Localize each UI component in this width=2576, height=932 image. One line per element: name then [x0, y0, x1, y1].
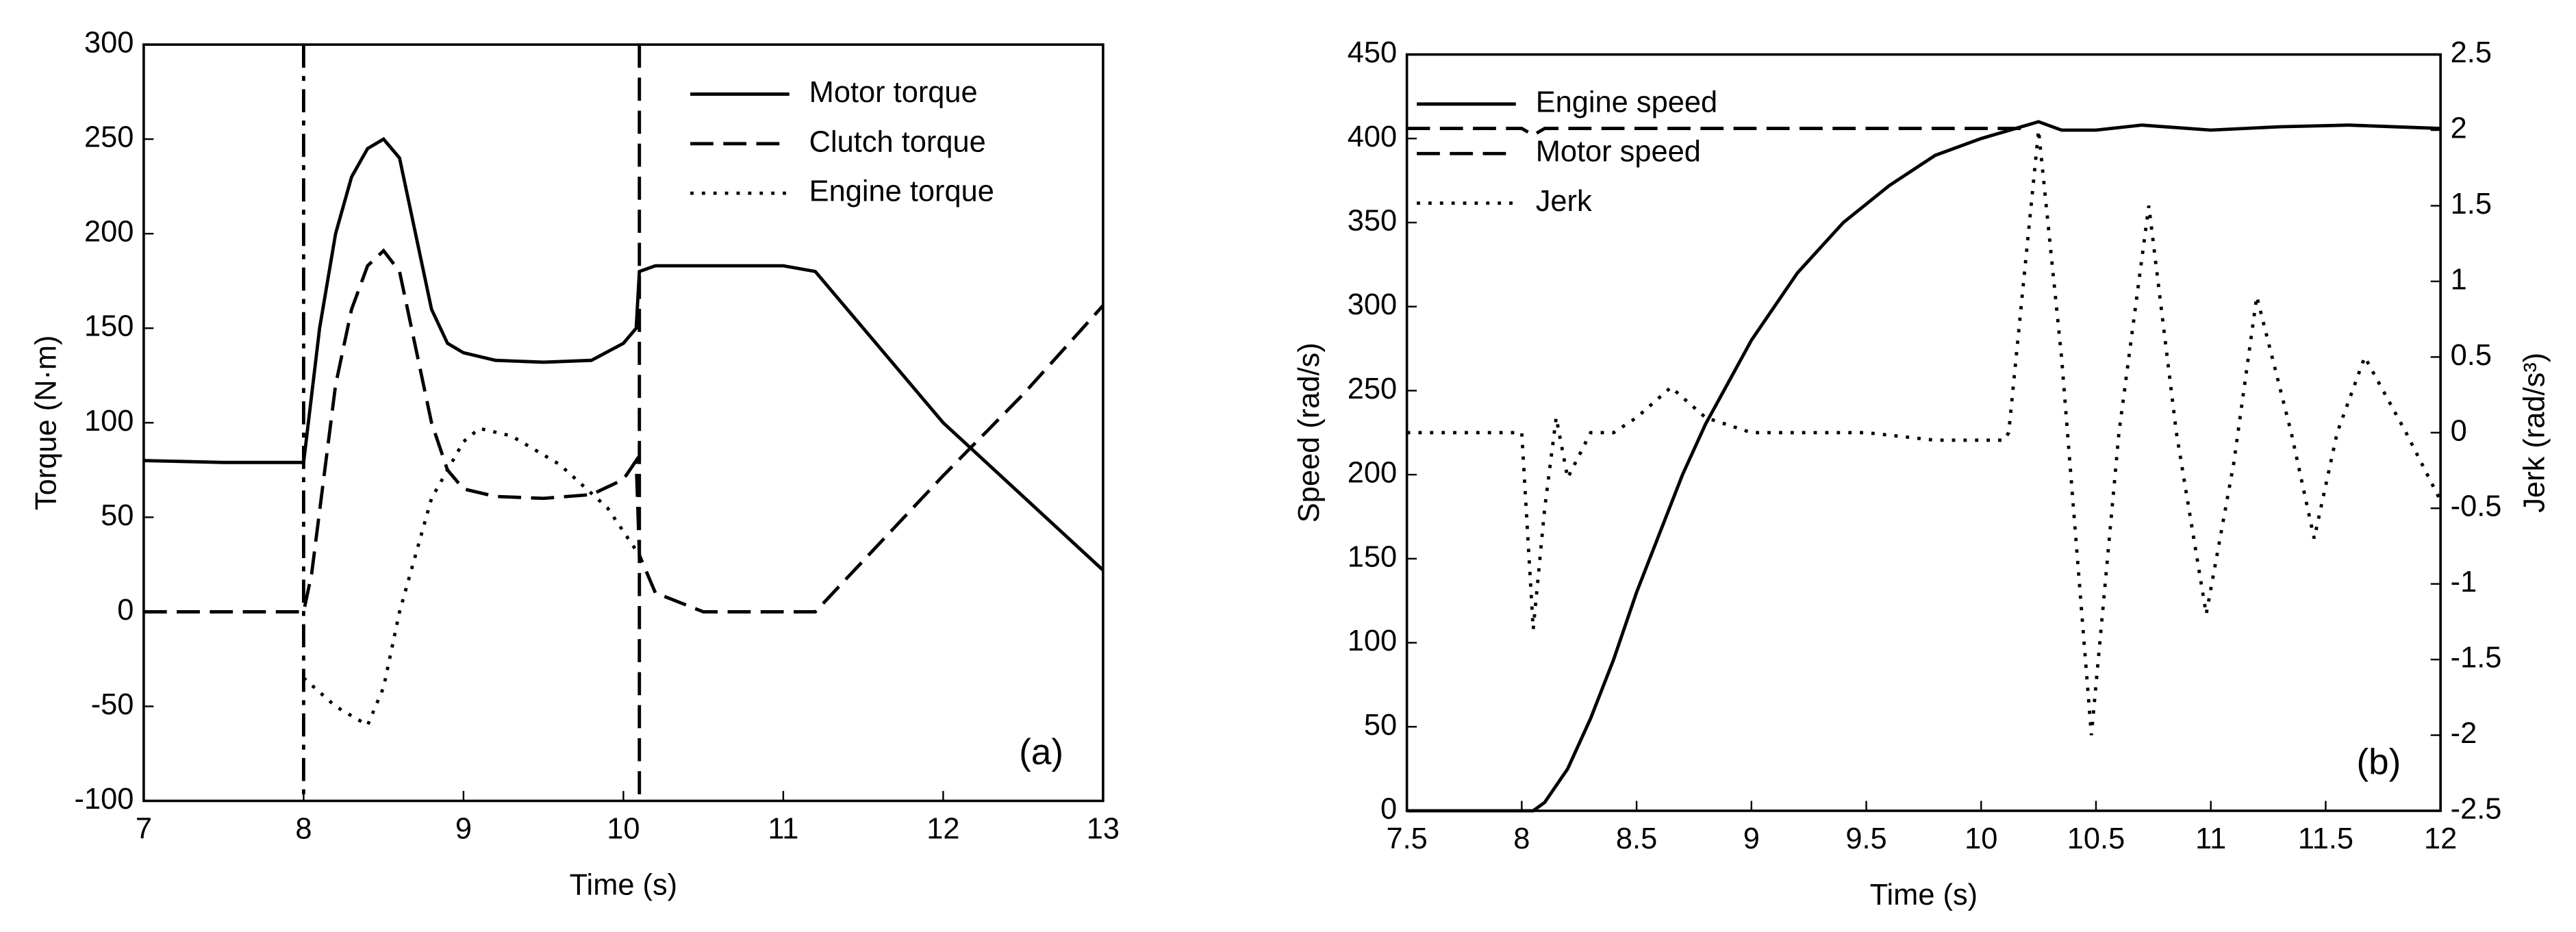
legend-label: Jerk	[1536, 185, 1592, 218]
x-tick-label: 11.5	[2298, 822, 2353, 855]
series-line	[302, 426, 641, 728]
y2-tick-label: 1	[2451, 263, 2467, 296]
y-tick-label: 0	[117, 594, 134, 627]
y2-axis-label: Jerk (rad/s³)	[2518, 353, 2551, 513]
y2-tick-label: -1	[2451, 566, 2477, 599]
x-tick-label: 9	[455, 812, 472, 845]
x-tick-label: 10	[1965, 822, 1997, 855]
x-axis-label: Time (s)	[570, 868, 677, 901]
y2-tick-label: 0	[2451, 414, 2467, 447]
y2-tick-label: 1.5	[2451, 188, 2492, 221]
series-line	[143, 248, 1104, 614]
y-tick-label: 50	[1364, 709, 1397, 742]
y2-tick-label: -2	[2451, 717, 2477, 750]
y-tick-label: 200	[1348, 457, 1397, 490]
y-tick-label: 350	[1348, 204, 1397, 237]
x-tick-label: 11	[768, 812, 798, 845]
series-line	[1406, 127, 2028, 138]
x-tick-label: 13	[1087, 812, 1120, 845]
x-tick-label: 9.5	[1845, 822, 1886, 855]
series-line	[1406, 129, 2442, 735]
legend-label: Engine torque	[809, 175, 994, 208]
x-tick-label: 7	[136, 812, 152, 845]
y-tick-label: 250	[1348, 373, 1397, 405]
x-tick-label: 8	[1513, 822, 1530, 855]
x-tick-label: 8	[295, 812, 312, 845]
y-tick-label: 100	[84, 405, 134, 438]
x-tick-label: 7.5	[1386, 822, 1427, 855]
x-tick-label: 8.5	[1616, 822, 1657, 855]
y-tick-label: 200	[84, 216, 134, 249]
legend-label: Clutch torque	[809, 125, 986, 158]
y2-tick-label: -0.5	[2451, 490, 2502, 523]
x-tick-label: 10.5	[2067, 822, 2125, 855]
series-line	[1406, 120, 2441, 813]
y-tick-label: -50	[91, 688, 134, 721]
y2-tick-label: 2	[2451, 112, 2467, 144]
y-tick-label: 300	[84, 27, 134, 60]
series-line	[143, 137, 1104, 572]
x-tick-label: 11	[2195, 822, 2226, 855]
y-tick-label: 300	[1348, 288, 1397, 321]
y-tick-label: 150	[84, 310, 134, 343]
legend-label: Motor speed	[1536, 136, 1701, 168]
y2-tick-label: 2.5	[2451, 36, 2492, 69]
x-tick-label: 12	[2424, 822, 2457, 855]
y-tick-label: 450	[1348, 36, 1397, 69]
y-tick-label: 0	[1380, 792, 1397, 825]
y-tick-label: 150	[1348, 540, 1397, 573]
x-tick-label: 12	[926, 812, 959, 845]
legend-label: Engine speed	[1536, 86, 1717, 118]
y-tick-label: 100	[1348, 625, 1397, 657]
y2-tick-label: -2.5	[2451, 792, 2502, 825]
y2-tick-label: -1.5	[2451, 642, 2502, 675]
y-tick-label: 400	[1348, 121, 1397, 153]
panel-label: (a)	[1019, 732, 1063, 772]
x-tick-label: 9	[1743, 822, 1760, 855]
y2-tick-label: 0.5	[2451, 339, 2492, 372]
y-axis-label: Torque (N·m)	[29, 336, 62, 511]
y-tick-label: 250	[84, 121, 134, 154]
y-axis-label: Speed (rad/s)	[1293, 342, 1326, 522]
legend-label: Motor torque	[809, 76, 978, 109]
x-tick-label: 10	[607, 812, 640, 845]
x-axis-label: Time (s)	[1870, 879, 1978, 911]
y-tick-label: 50	[101, 499, 134, 532]
y-tick-label: -100	[75, 783, 134, 816]
panel-label: (b)	[2356, 742, 2401, 782]
